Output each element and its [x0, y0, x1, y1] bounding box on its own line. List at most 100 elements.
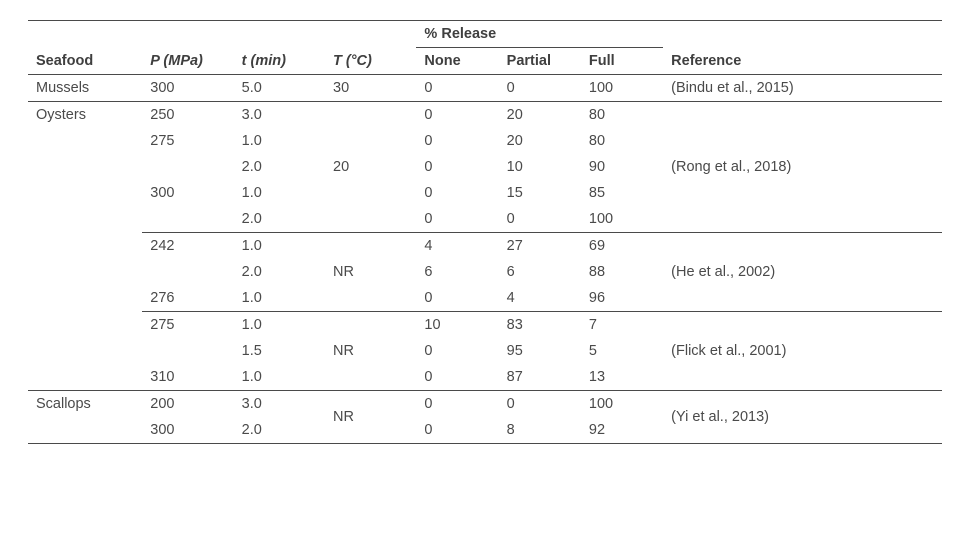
cell-temp: [325, 206, 416, 233]
cell-pressure: 300: [142, 417, 233, 444]
cell-pressure: 275: [142, 128, 233, 154]
cell-time: 3.0: [234, 391, 325, 418]
cell-time: 5.0: [234, 75, 325, 102]
cell-pressure: 300: [142, 75, 233, 102]
cell-full: 100: [581, 206, 663, 233]
cell-full: 90: [581, 154, 663, 180]
table-row: 2751.002080: [28, 128, 942, 154]
cell-pressure: 250: [142, 102, 233, 129]
table-row: 2.000100: [28, 206, 942, 233]
cell-none: 0: [416, 206, 498, 233]
cell-ref: [663, 128, 942, 154]
cell-time: 1.5: [234, 338, 325, 364]
cell-partial: 4: [499, 285, 581, 312]
cell-pressure: 242: [142, 233, 233, 260]
cell-full: 80: [581, 128, 663, 154]
col-time: t (min): [234, 48, 325, 75]
cell-time: 1.0: [234, 128, 325, 154]
cell-full: 5: [581, 338, 663, 364]
cell-full: 92: [581, 417, 663, 444]
cell-ref: [663, 285, 942, 312]
cell-partial: 95: [499, 338, 581, 364]
cell-temp: [325, 102, 416, 129]
cell-pressure: [142, 259, 233, 285]
cell-full: 85: [581, 180, 663, 206]
cell-ref: (Rong et al., 2018): [663, 154, 942, 180]
cell-none: 0: [416, 364, 498, 391]
col-full: Full: [581, 48, 663, 75]
cell-time: 2.0: [234, 259, 325, 285]
cell-temp: NR: [325, 259, 416, 285]
cell-none: 0: [416, 75, 498, 102]
cell-time: 3.0: [234, 102, 325, 129]
cell-temp: [325, 312, 416, 339]
table-row: 2.0NR6688(He et al., 2002): [28, 259, 942, 285]
cell-partial: 0: [499, 206, 581, 233]
cell-partial: 27: [499, 233, 581, 260]
cell-partial: 8: [499, 417, 581, 444]
cell-full: 80: [581, 102, 663, 129]
cell-full: 88: [581, 259, 663, 285]
cell-seafood: Mussels: [28, 75, 142, 102]
cell-pressure: [142, 206, 233, 233]
cell-none: 6: [416, 259, 498, 285]
col-pressure: P (MPa): [142, 48, 233, 75]
col-partial: Partial: [499, 48, 581, 75]
cell-none: 0: [416, 102, 498, 129]
cell-pressure: 276: [142, 285, 233, 312]
table-row: 1.5NR0955(Flick et al., 2001): [28, 338, 942, 364]
table-row: 2421.0 42769: [28, 233, 942, 260]
cell-time: 2.0: [234, 154, 325, 180]
cell-time: 1.0: [234, 364, 325, 391]
cell-pressure: 275: [142, 312, 233, 339]
cell-none: 0: [416, 180, 498, 206]
cell-pressure: 310: [142, 364, 233, 391]
cell-none: 0: [416, 128, 498, 154]
cell-ref: (He et al., 2002): [663, 259, 942, 285]
cell-none: 0: [416, 391, 498, 418]
cell-time: 1.0: [234, 233, 325, 260]
release-group-header: % Release: [416, 21, 663, 48]
cell-pressure: [142, 154, 233, 180]
cell-full: 69: [581, 233, 663, 260]
seafood-release-table: % Release Seafood P (MPa) t (min) T (°C)…: [28, 20, 942, 444]
cell-none: 10: [416, 312, 498, 339]
cell-partial: 0: [499, 75, 581, 102]
cell-time: 1.0: [234, 285, 325, 312]
table-row: 3101.008713: [28, 364, 942, 391]
cell-full: 13: [581, 364, 663, 391]
col-none: None: [416, 48, 498, 75]
col-seafood: Seafood: [28, 48, 142, 75]
cell-ref: (Yi et al., 2013): [663, 391, 942, 444]
cell-temp: 30: [325, 75, 416, 102]
cell-temp: 20: [325, 154, 416, 180]
table-row: Scallops2003.0NR00100(Yi et al., 2013): [28, 391, 942, 418]
cell-ref: [663, 180, 942, 206]
table-row: 2761.00496: [28, 285, 942, 312]
cell-seafood: Oysters: [28, 102, 142, 391]
cell-none: 4: [416, 233, 498, 260]
cell-full: 100: [581, 391, 663, 418]
table-row: 3001.001585: [28, 180, 942, 206]
cell-partial: 15: [499, 180, 581, 206]
col-temp: T (°C): [325, 48, 416, 75]
cell-partial: 0: [499, 391, 581, 418]
table-row: 2.02001090(Rong et al., 2018): [28, 154, 942, 180]
cell-none: 0: [416, 285, 498, 312]
cell-pressure: 200: [142, 391, 233, 418]
cell-temp: [325, 128, 416, 154]
cell-ref: (Bindu et al., 2015): [663, 75, 942, 102]
header-row-1: % Release: [28, 21, 942, 48]
cell-partial: 6: [499, 259, 581, 285]
cell-pressure: [142, 338, 233, 364]
cell-temp: [325, 285, 416, 312]
cell-time: 1.0: [234, 312, 325, 339]
cell-ref: [663, 364, 942, 391]
cell-temp: [325, 233, 416, 260]
cell-none: 0: [416, 417, 498, 444]
cell-partial: 83: [499, 312, 581, 339]
cell-time: 2.0: [234, 206, 325, 233]
cell-none: 0: [416, 338, 498, 364]
cell-seafood: Scallops: [28, 391, 142, 444]
cell-ref: [663, 233, 942, 260]
